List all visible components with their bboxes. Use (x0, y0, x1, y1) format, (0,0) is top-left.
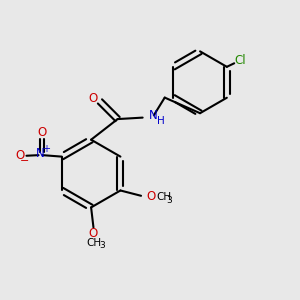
Text: O: O (15, 149, 25, 162)
Text: O: O (38, 126, 47, 139)
Text: Cl: Cl (235, 54, 247, 67)
Text: O: O (146, 190, 156, 203)
Text: CH: CH (86, 238, 102, 248)
Text: O: O (89, 92, 98, 105)
Text: −: − (20, 156, 29, 166)
Text: O: O (89, 227, 98, 240)
Text: 3: 3 (166, 196, 172, 205)
Text: +: + (42, 144, 50, 154)
Text: 3: 3 (100, 242, 106, 250)
Text: N: N (148, 109, 157, 122)
Text: H: H (157, 116, 164, 126)
Text: N: N (36, 148, 45, 160)
Text: CH: CH (156, 192, 172, 202)
